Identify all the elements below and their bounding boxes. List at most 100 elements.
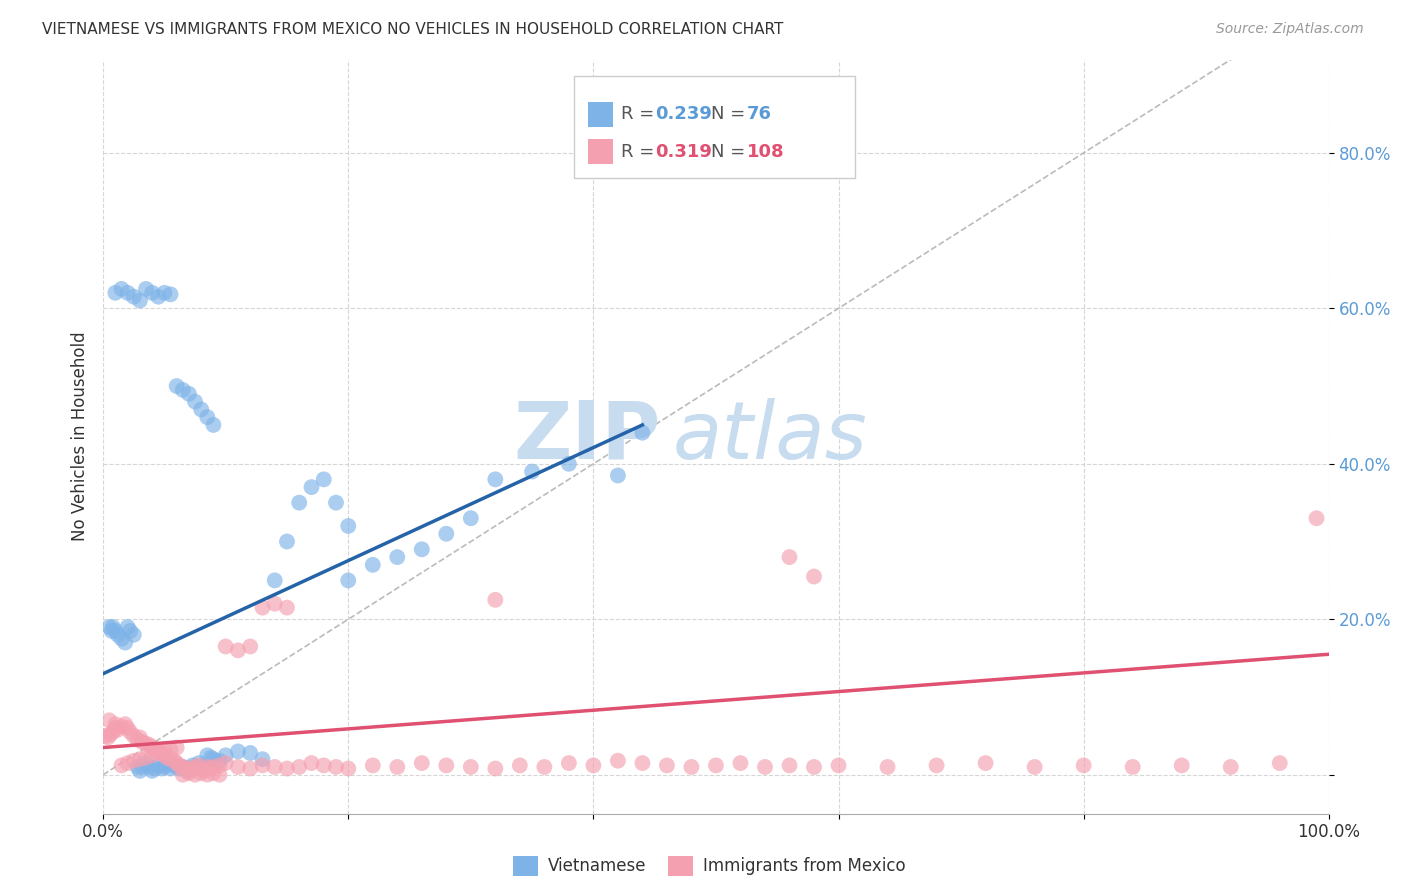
Point bbox=[533, 760, 555, 774]
Point bbox=[141, 740, 163, 755]
Point bbox=[172, 383, 194, 397]
Point bbox=[411, 542, 433, 557]
Point bbox=[153, 748, 176, 763]
Point bbox=[167, 762, 190, 776]
Point bbox=[195, 760, 218, 774]
Point bbox=[215, 756, 238, 770]
Point bbox=[114, 635, 136, 649]
Point bbox=[122, 290, 145, 304]
Point bbox=[193, 762, 215, 776]
Point bbox=[1268, 756, 1291, 770]
Text: VIETNAMESE VS IMMIGRANTS FROM MEXICO NO VEHICLES IN HOUSEHOLD CORRELATION CHART: VIETNAMESE VS IMMIGRANTS FROM MEXICO NO … bbox=[42, 22, 783, 37]
Point bbox=[166, 740, 188, 755]
Point bbox=[181, 762, 204, 776]
Point bbox=[117, 620, 139, 634]
Point bbox=[141, 748, 163, 763]
Text: R =: R = bbox=[621, 143, 661, 161]
Point bbox=[655, 758, 678, 772]
Point bbox=[143, 762, 166, 776]
Point bbox=[129, 752, 152, 766]
Point bbox=[150, 762, 173, 776]
Point bbox=[98, 714, 121, 728]
Point bbox=[925, 758, 948, 772]
Point bbox=[779, 550, 801, 565]
Point bbox=[177, 764, 200, 778]
Point bbox=[325, 760, 347, 774]
Point bbox=[104, 721, 127, 735]
Text: N =: N = bbox=[711, 143, 751, 161]
Point bbox=[166, 379, 188, 393]
Point bbox=[110, 720, 132, 734]
Point bbox=[190, 762, 212, 776]
Point bbox=[200, 762, 222, 776]
Text: 108: 108 bbox=[747, 143, 785, 161]
Point bbox=[172, 760, 194, 774]
Point bbox=[172, 768, 194, 782]
Point bbox=[202, 752, 225, 766]
Point bbox=[1170, 758, 1192, 772]
Point bbox=[141, 764, 163, 778]
Point bbox=[187, 756, 209, 770]
Point bbox=[131, 735, 153, 749]
Point bbox=[195, 410, 218, 425]
Point bbox=[159, 762, 181, 776]
Point bbox=[122, 628, 145, 642]
Point bbox=[107, 723, 129, 737]
Point bbox=[252, 752, 274, 766]
Point bbox=[803, 760, 825, 774]
Point bbox=[148, 758, 170, 772]
Text: R =: R = bbox=[621, 105, 661, 123]
Point bbox=[202, 417, 225, 432]
Point bbox=[100, 624, 122, 638]
Point bbox=[184, 760, 207, 774]
Point bbox=[97, 731, 120, 745]
Point bbox=[101, 725, 124, 739]
Point bbox=[177, 762, 200, 776]
Text: Vietnamese: Vietnamese bbox=[548, 857, 647, 875]
Point bbox=[120, 725, 142, 739]
Point bbox=[434, 526, 457, 541]
Point bbox=[153, 760, 176, 774]
Text: Immigrants from Mexico: Immigrants from Mexico bbox=[703, 857, 905, 875]
Point bbox=[190, 402, 212, 417]
Point bbox=[387, 550, 409, 565]
Text: 0.239: 0.239 bbox=[655, 105, 711, 123]
Point bbox=[148, 746, 170, 760]
Point bbox=[110, 758, 132, 772]
Point bbox=[312, 758, 335, 772]
Point bbox=[974, 756, 997, 770]
Point bbox=[129, 764, 152, 778]
Point bbox=[135, 737, 157, 751]
Point bbox=[239, 762, 262, 776]
Point bbox=[276, 600, 298, 615]
Point bbox=[460, 760, 482, 774]
Point bbox=[226, 744, 249, 758]
Point bbox=[1305, 511, 1327, 525]
Point bbox=[484, 592, 506, 607]
Point bbox=[110, 282, 132, 296]
Point bbox=[631, 756, 654, 770]
Point bbox=[681, 760, 703, 774]
Point bbox=[582, 758, 605, 772]
Point bbox=[120, 624, 142, 638]
Point bbox=[215, 640, 238, 654]
Point bbox=[98, 620, 121, 634]
Point bbox=[187, 758, 209, 772]
Point bbox=[166, 756, 188, 770]
Point bbox=[1073, 758, 1095, 772]
Point bbox=[276, 534, 298, 549]
Point bbox=[104, 285, 127, 300]
Point bbox=[337, 574, 360, 588]
Point bbox=[127, 760, 149, 774]
Point bbox=[127, 732, 149, 747]
Point bbox=[325, 496, 347, 510]
Point bbox=[129, 293, 152, 308]
Point bbox=[704, 758, 727, 772]
Point bbox=[252, 758, 274, 772]
Point bbox=[252, 600, 274, 615]
Point bbox=[177, 387, 200, 401]
Point bbox=[163, 754, 186, 768]
Point bbox=[100, 727, 122, 741]
Point bbox=[779, 758, 801, 772]
Point bbox=[195, 768, 218, 782]
